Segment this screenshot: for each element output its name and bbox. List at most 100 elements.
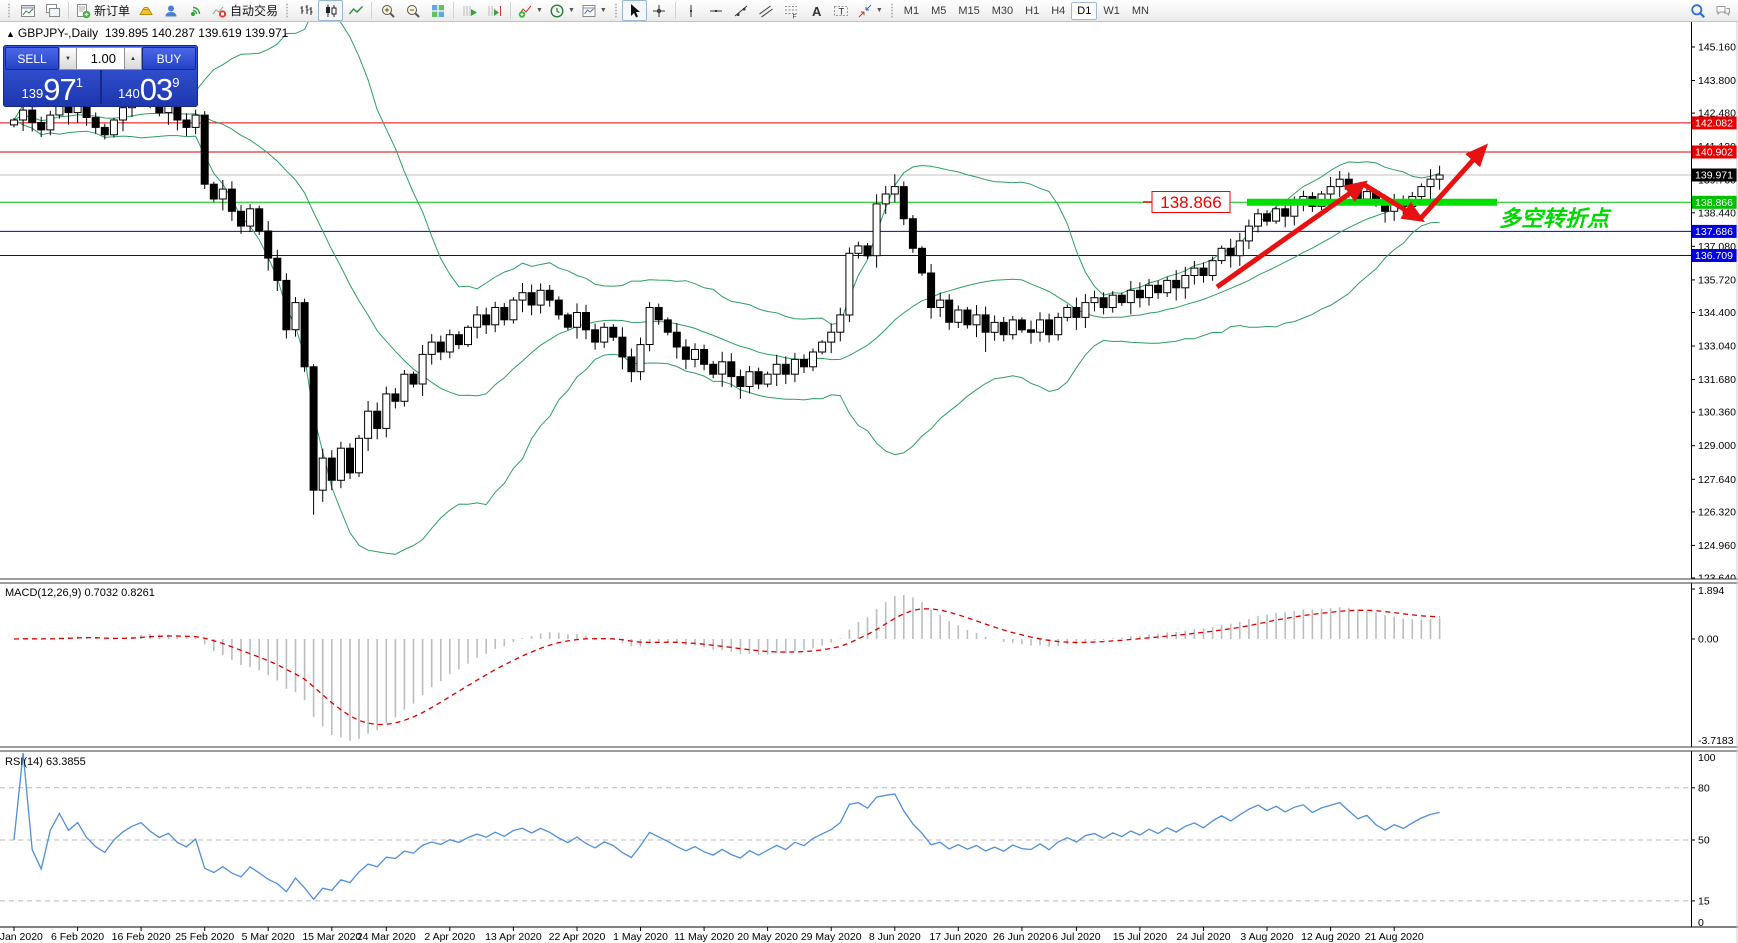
sell-price[interactable]: 139 97 1	[5, 70, 100, 104]
new-order-button[interactable]: 新订单	[72, 0, 133, 21]
rsi-name: RSI(14)	[5, 756, 43, 768]
timeframe-w1-button[interactable]: W1	[1103, 4, 1120, 17]
svg-text:143.800: 143.800	[1698, 75, 1736, 87]
svg-text:-3.7183: -3.7183	[1698, 735, 1734, 747]
chart-candles-icon	[325, 4, 337, 17]
draw-channel-button[interactable]	[754, 0, 779, 21]
svg-text:24 Mar 2020: 24 Mar 2020	[357, 931, 416, 943]
draw-label-button[interactable]: T	[829, 0, 854, 21]
svg-text:80: 80	[1698, 782, 1710, 794]
timeframe-m30-button[interactable]: M30	[991, 4, 1014, 17]
dropdown-arrow-icon[interactable]: ▼	[536, 7, 543, 14]
dropdown-arrow-icon[interactable]: ▼	[875, 7, 883, 14]
search-button[interactable]	[1685, 0, 1710, 21]
svg-text:131.680: 131.680	[1698, 374, 1736, 386]
timeframe-m5-button[interactable]: M5	[931, 4, 947, 17]
svg-text:25 Feb 2020: 25 Feb 2020	[175, 931, 234, 943]
toolbar-grip	[7, 3, 11, 18]
svg-text:6 Feb 2020: 6 Feb 2020	[51, 931, 104, 943]
svg-text:135.720: 135.720	[1698, 274, 1736, 286]
autotrading-button[interactable]: 自动交易	[208, 0, 281, 21]
chart-line-icon	[348, 5, 363, 14]
dropdown-arrow-icon[interactable]: ▼	[567, 7, 575, 14]
draw-hline-icon	[710, 9, 723, 12]
chart-window: 138.866多空转折点145.160143.800142.480141.120…	[0, 22, 1738, 943]
new-chart-button[interactable]	[15, 0, 40, 21]
cursor-button[interactable]	[621, 0, 647, 21]
profiles-button[interactable]	[40, 0, 65, 21]
community-icon	[165, 5, 177, 16]
indicators-button[interactable]: ▼	[514, 0, 546, 21]
macd-label: MACD(12,26,9) 0.7032 0.8261	[5, 587, 155, 599]
svg-text:20 May 2020: 20 May 2020	[737, 931, 798, 943]
zoom-in-button[interactable]	[375, 0, 400, 21]
chart-bars-button[interactable]	[293, 0, 318, 21]
toolbar-separator	[453, 2, 455, 19]
toolbar-separator	[674, 2, 676, 19]
buy-price-pip: 9	[172, 75, 180, 90]
draw-trendline-button[interactable]	[729, 0, 754, 21]
volume-increase-button[interactable]: ▲	[124, 47, 142, 70]
draw-arrows-button[interactable]: ▼	[854, 0, 886, 21]
price-axis: 145.160143.800142.480141.120139.760138.4…	[1691, 22, 1738, 943]
auto-scroll-button[interactable]	[457, 0, 482, 21]
timeframe-mn-button[interactable]: MN	[1131, 4, 1149, 17]
templates-button[interactable]: ▼	[578, 0, 610, 21]
rsi-panel: 100 80 50 15 0	[0, 752, 1716, 929]
svg-text:142.082: 142.082	[1695, 117, 1733, 129]
community-button[interactable]	[158, 0, 183, 21]
draw-label-icon: T	[834, 5, 849, 17]
svg-text:5 Mar 2020: 5 Mar 2020	[242, 931, 295, 943]
timeframe-d1-button[interactable]: D1	[1071, 1, 1098, 20]
draw-vline-button[interactable]	[679, 0, 704, 21]
draw-hline-button[interactable]	[704, 0, 729, 21]
zoom-out-icon	[406, 4, 420, 18]
zoom-out-button[interactable]	[400, 0, 425, 21]
svg-text:15 Jul 2020: 15 Jul 2020	[1113, 931, 1167, 943]
panel-separators	[0, 578, 1738, 928]
autotrading-icon	[212, 6, 227, 18]
new-order-label: 新订单	[94, 4, 131, 18]
dropdown-arrow-icon[interactable]: ▼	[599, 7, 607, 14]
tile-windows-button[interactable]	[425, 0, 450, 21]
svg-text:1.894: 1.894	[1698, 585, 1724, 597]
gold-button[interactable]	[133, 0, 158, 21]
rsi-label: RSI(14) 63.3855	[5, 756, 86, 768]
buy-button[interactable]: BUY	[142, 47, 196, 70]
svg-text:138.866: 138.866	[1160, 193, 1221, 212]
timeframe-m15-button[interactable]: M15	[958, 4, 980, 17]
signals-button[interactable]	[183, 0, 208, 21]
svg-text:11 May 2020: 11 May 2020	[674, 931, 734, 943]
draw-fibonacci-button[interactable]: F	[779, 0, 804, 21]
periods-button[interactable]: ▼	[546, 0, 578, 21]
chart-shift-icon	[488, 5, 501, 16]
svg-text:15 Mar 2020: 15 Mar 2020	[302, 931, 361, 943]
timeframe-h4-button[interactable]: H4	[1051, 4, 1066, 17]
symbol-name: GBPJPY-,Daily	[17, 26, 99, 40]
svg-text:145.160: 145.160	[1698, 42, 1736, 54]
volume-decrease-button[interactable]: ▼	[59, 47, 77, 70]
buy-price[interactable]: 140 03 9	[102, 70, 197, 104]
sell-button[interactable]: SELL	[5, 47, 59, 70]
timeframe-m1-button[interactable]: M1	[903, 4, 920, 17]
chart-canvas[interactable]: 138.866多空转折点145.160143.800142.480141.120…	[0, 22, 1738, 943]
chat-button[interactable]	[1710, 0, 1735, 21]
turning-point-note: 多空转折点	[1499, 206, 1612, 231]
volume-input[interactable]: 1.00	[77, 47, 124, 70]
svg-text:100: 100	[1698, 752, 1716, 764]
svg-text:29 May 2020: 29 May 2020	[801, 931, 862, 943]
chart-shift-button[interactable]	[482, 0, 507, 21]
sell-price-big: 97	[43, 71, 76, 107]
periods-icon	[550, 3, 564, 18]
crosshair-button[interactable]	[647, 0, 672, 21]
rsi-value: 63.3855	[45, 756, 86, 768]
profiles-icon	[45, 3, 60, 17]
new-order-icon	[77, 3, 91, 18]
draw-text-button[interactable]: A	[804, 0, 829, 21]
collapse-icon[interactable]: ▲	[6, 29, 15, 39]
draw-vline-icon	[690, 4, 693, 17]
svg-text:22 Apr 2020: 22 Apr 2020	[549, 931, 606, 943]
chart-line-button[interactable]	[343, 0, 368, 21]
chart-candles-button[interactable]	[318, 0, 344, 21]
timeframe-h1-button[interactable]: H1	[1025, 4, 1040, 17]
